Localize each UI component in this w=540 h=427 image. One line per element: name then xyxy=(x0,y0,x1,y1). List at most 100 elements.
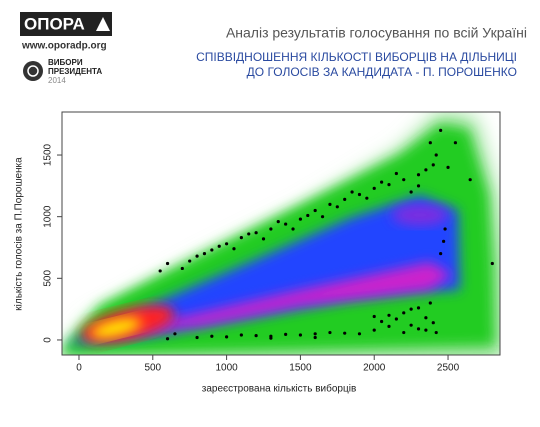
badge-line: ВИБОРИ xyxy=(48,58,83,67)
point xyxy=(350,190,354,194)
point xyxy=(443,227,447,231)
point xyxy=(225,335,229,339)
plot-frame xyxy=(61,111,501,356)
point xyxy=(387,183,391,187)
point xyxy=(439,128,443,132)
point xyxy=(416,184,421,188)
chart-subtitle: СПІВВІДНОШЕННЯ КІЛЬКОСТІ ВИБОРЦІВ НА ДІЛ… xyxy=(196,50,517,64)
badge-icon-ring xyxy=(27,65,39,77)
point xyxy=(365,196,369,200)
point xyxy=(202,252,207,256)
point xyxy=(402,311,406,315)
point xyxy=(195,335,199,340)
point xyxy=(343,331,347,335)
point xyxy=(165,261,170,266)
point xyxy=(424,328,428,332)
logo-name: ОПОРА xyxy=(24,14,85,33)
point xyxy=(239,236,243,240)
x-tick-label: 2500 xyxy=(437,363,460,374)
point xyxy=(165,337,170,341)
point xyxy=(402,178,406,182)
point xyxy=(416,173,421,177)
point xyxy=(372,314,376,319)
density xyxy=(62,112,500,355)
point xyxy=(291,227,295,231)
badge-line: 2014 xyxy=(48,76,66,85)
x-tick-label: 1500 xyxy=(289,363,312,374)
logo-triangle xyxy=(96,17,110,31)
point xyxy=(394,317,398,321)
point xyxy=(158,269,162,273)
chart-subtitle: ДО ГОЛОСІВ ЗА КАНДИДАТА - П. ПОРОШЕНКО xyxy=(247,65,517,79)
point xyxy=(453,141,458,145)
point xyxy=(409,307,413,311)
point xyxy=(409,190,413,194)
point xyxy=(372,328,376,332)
y-tick-label: 1500 xyxy=(43,143,54,166)
y-tick-label: 1000 xyxy=(43,205,54,228)
point xyxy=(284,222,288,226)
point xyxy=(416,306,421,310)
x-tick-label: 2000 xyxy=(363,363,386,374)
point xyxy=(320,215,325,219)
point xyxy=(276,220,280,224)
point xyxy=(210,248,214,252)
point xyxy=(387,313,391,317)
point xyxy=(490,261,494,266)
y-axis-label: кількість голосів за П.Порошенка xyxy=(14,157,25,311)
point xyxy=(402,330,406,335)
point xyxy=(428,141,432,145)
badge-line: ПРЕЗИДЕНТА xyxy=(48,67,102,76)
point xyxy=(431,163,435,167)
point xyxy=(428,301,432,305)
point xyxy=(424,168,428,172)
point xyxy=(409,323,413,327)
point xyxy=(357,192,362,197)
logo-box xyxy=(20,12,112,36)
point xyxy=(225,242,229,246)
point xyxy=(380,319,384,324)
point xyxy=(468,178,472,182)
point xyxy=(416,327,421,331)
point xyxy=(442,239,446,243)
point xyxy=(372,186,376,190)
point xyxy=(254,334,258,338)
point xyxy=(247,232,251,236)
point xyxy=(343,197,347,202)
point xyxy=(269,227,273,231)
point xyxy=(261,237,266,241)
logo-url: www.oporadp.org xyxy=(21,41,107,52)
x-tick-label: 0 xyxy=(76,363,82,374)
point xyxy=(188,259,192,263)
point xyxy=(328,330,332,335)
point xyxy=(434,153,438,157)
point xyxy=(434,330,438,335)
point xyxy=(195,254,199,258)
chart-title: Аналіз результатів голосування по всій У… xyxy=(226,25,527,41)
point xyxy=(298,333,303,337)
point xyxy=(269,336,273,340)
x-axis-label: зареєстрована кількість виборців xyxy=(202,383,357,395)
y-tick-label: 500 xyxy=(43,270,54,287)
point xyxy=(328,202,332,206)
point xyxy=(335,205,339,209)
point xyxy=(439,252,443,256)
point xyxy=(254,231,258,235)
point xyxy=(313,335,317,340)
badge-icon xyxy=(23,61,43,81)
point xyxy=(446,165,450,169)
point xyxy=(284,332,288,337)
point xyxy=(210,334,214,338)
point xyxy=(357,332,362,336)
x-tick-label: 500 xyxy=(144,363,161,374)
point xyxy=(180,266,184,271)
y-tick-label: 0 xyxy=(43,337,54,343)
point xyxy=(298,217,303,221)
x-tick-label: 1000 xyxy=(215,363,238,374)
point xyxy=(313,332,317,336)
point xyxy=(380,180,384,184)
point xyxy=(239,333,243,337)
point xyxy=(217,244,221,248)
point xyxy=(313,208,317,213)
